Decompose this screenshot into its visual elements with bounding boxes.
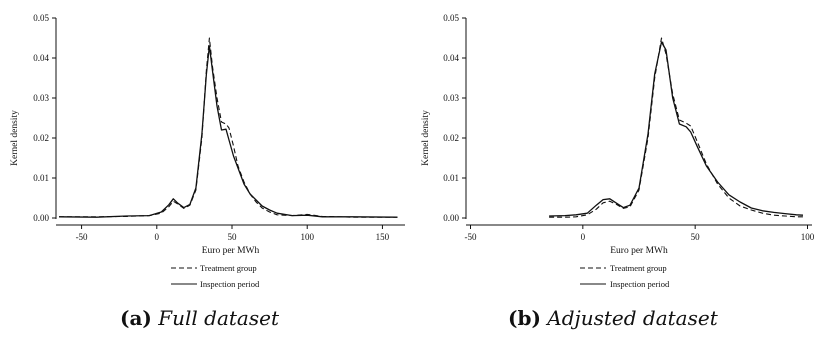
legend-label: Treatment group: [200, 263, 257, 273]
legend-label: Inspection period: [200, 279, 260, 289]
x-tick-label: 50: [228, 232, 238, 242]
y-tick-label: 0.03: [33, 93, 49, 103]
y-axis-title: Kernel density: [10, 110, 20, 166]
y-tick-label: 0.00: [443, 213, 459, 223]
y-tick-label: 0.04: [443, 53, 459, 63]
panel-b: 0.00 0.01 0.02 0.03 0.04 0.05 -50 0 50 100 Euro pe…: [421, 13, 815, 289]
x-axis-title: Euro per MWh: [610, 246, 668, 256]
y-tick-label: 0.01: [33, 173, 49, 183]
caption-a-text: Full dataset: [158, 306, 279, 330]
y-tick-label: 0.02: [33, 133, 49, 143]
series-line-inspection-period: [58, 45, 398, 218]
x-tick-label: 0: [155, 232, 160, 242]
caption-b: (b) Adjusted dataset: [508, 306, 718, 330]
caption-a-tag: (a): [120, 306, 152, 330]
x-tick-label: 50: [691, 232, 701, 242]
y-tick-label: 0.00: [33, 213, 49, 223]
y-tick-label: 0.04: [33, 53, 49, 63]
y-tick-label: 0.05: [33, 13, 49, 23]
x-tick-label: 100: [300, 232, 314, 242]
y-tick-label: 0.05: [443, 13, 459, 23]
x-tick-label: -50: [464, 232, 476, 242]
legend-label: Inspection period: [610, 279, 670, 289]
y-axis-title: Kernel density: [421, 110, 431, 166]
x-tick-label: 150: [376, 232, 390, 242]
panel-a: 0.00 0.01 0.02 0.03 0.04 0.05 -50 0 50 100 150 Euro…: [10, 13, 405, 289]
series-line-treatment-group: [549, 37, 803, 218]
y-tick-label: 0.01: [443, 173, 459, 183]
series-line-inspection-period: [549, 41, 804, 217]
x-tick-label: -50: [76, 232, 88, 242]
y-tick-label: 0.02: [443, 133, 459, 143]
caption-a: (a) Full dataset: [120, 306, 279, 330]
legend-label: Treatment group: [610, 263, 667, 273]
caption-b-tag: (b): [508, 306, 541, 330]
y-tick-label: 0.03: [443, 93, 459, 103]
caption-b-text: Adjusted dataset: [547, 306, 718, 330]
x-tick-label: 100: [801, 232, 815, 242]
x-tick-label: 0: [581, 232, 586, 242]
series-line-treatment-group: [59, 37, 398, 218]
x-axis-title: Euro per MWh: [202, 246, 260, 256]
